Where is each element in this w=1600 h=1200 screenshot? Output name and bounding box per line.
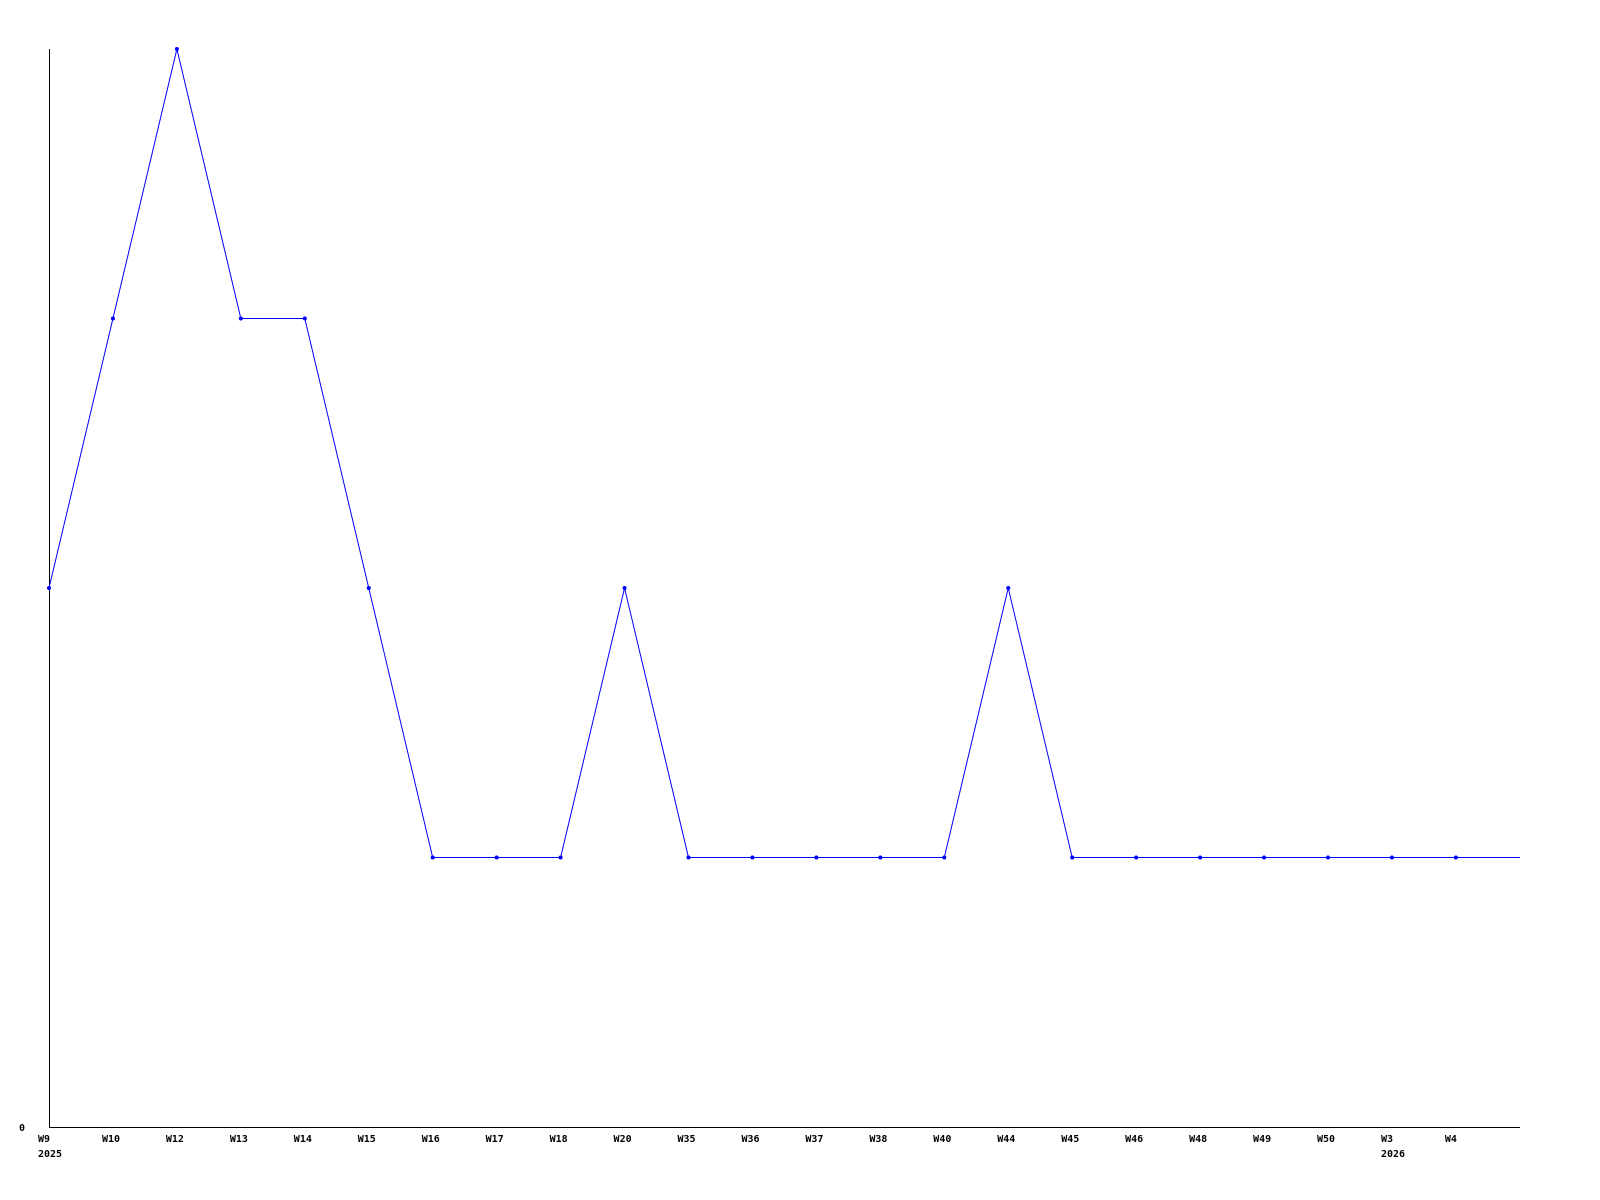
data-point-W14 bbox=[302, 316, 307, 321]
data-point-W4 bbox=[1453, 855, 1458, 860]
x-tick-label-W13: W13 bbox=[230, 1134, 248, 1145]
data-point-W37 bbox=[814, 855, 819, 860]
x-tick-label-W20: W20 bbox=[614, 1134, 632, 1145]
x-tick-label-W17: W17 bbox=[486, 1134, 504, 1145]
data-point-W48 bbox=[1198, 855, 1203, 860]
data-point-W40 bbox=[942, 855, 947, 860]
x-tick-label-W48: W48 bbox=[1189, 1134, 1207, 1145]
data-point-W35 bbox=[686, 855, 691, 860]
data-point-W15 bbox=[366, 586, 371, 590]
data-point-W20 bbox=[622, 586, 627, 590]
data-point-W16 bbox=[430, 855, 435, 860]
x-tick-label-W15: W15 bbox=[358, 1134, 376, 1145]
x-tick-label-W4: W4 bbox=[1445, 1134, 1457, 1145]
x-tick-label-W10: W10 bbox=[102, 1134, 120, 1145]
y-tick-label-0: 0 bbox=[19, 1123, 25, 1134]
x-tick-label-W3: W3 bbox=[1381, 1134, 1393, 1145]
data-point-W44 bbox=[1006, 586, 1011, 590]
x-tick-label-W46: W46 bbox=[1125, 1134, 1143, 1145]
data-point-W13 bbox=[238, 316, 243, 321]
x-tick-label-W49: W49 bbox=[1253, 1134, 1271, 1145]
data-point-W9 bbox=[47, 586, 51, 590]
data-point-W12 bbox=[174, 47, 179, 51]
x-tick-label-W14: W14 bbox=[294, 1134, 312, 1145]
x-tick-label-W18: W18 bbox=[550, 1134, 568, 1145]
year-label-2025: 2025 bbox=[38, 1149, 62, 1160]
x-tick-label-W40: W40 bbox=[933, 1134, 951, 1145]
data-point-W3 bbox=[1389, 855, 1394, 860]
data-point-W46 bbox=[1134, 855, 1139, 860]
series-line bbox=[48, 48, 1520, 858]
x-tick-label-W50: W50 bbox=[1317, 1134, 1335, 1145]
data-point-W49 bbox=[1262, 855, 1267, 860]
data-point-W50 bbox=[1326, 855, 1330, 860]
data-point-W45 bbox=[1070, 855, 1075, 860]
year-label-2026: 2026 bbox=[1381, 1149, 1405, 1160]
data-point-W18 bbox=[558, 855, 563, 860]
x-tick-label-W12: W12 bbox=[166, 1134, 184, 1145]
x-tick-label-W44: W44 bbox=[997, 1134, 1015, 1145]
data-point-W17 bbox=[494, 855, 499, 860]
x-tick-label-W9: W9 bbox=[38, 1134, 50, 1145]
x-tick-label-W37: W37 bbox=[805, 1134, 823, 1145]
x-tick-label-W38: W38 bbox=[869, 1134, 887, 1145]
data-point-W38 bbox=[878, 855, 883, 860]
x-tick-label-W36: W36 bbox=[741, 1134, 759, 1145]
x-tick-label-W45: W45 bbox=[1061, 1134, 1079, 1145]
x-tick-label-W35: W35 bbox=[678, 1134, 696, 1145]
data-point-W10 bbox=[110, 316, 115, 321]
data-point-W36 bbox=[750, 855, 755, 860]
x-tick-label-W16: W16 bbox=[422, 1134, 440, 1145]
